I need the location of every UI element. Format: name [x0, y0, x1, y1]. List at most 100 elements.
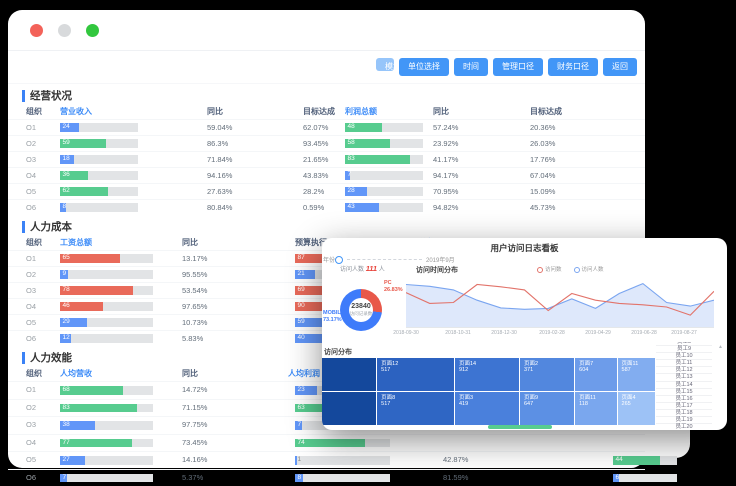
timeline-slider-value: 2019年9月: [426, 255, 455, 264]
column-header: 同比: [207, 104, 223, 119]
metric-bar: 78: [60, 286, 153, 295]
pct-value: 21.65%: [303, 152, 328, 167]
column-header: 目标达成: [530, 104, 562, 119]
scrollbar-thumb[interactable]: [488, 425, 552, 429]
bar-value: 65: [63, 254, 70, 263]
pct-value: 43.83%: [303, 168, 328, 183]
bar-value: 40: [298, 334, 305, 343]
time-button[interactable]: 时间: [454, 58, 488, 76]
org-label: O6: [26, 200, 36, 215]
minimize-button[interactable]: [58, 24, 71, 37]
scroll-up-icon[interactable]: ▲: [718, 344, 723, 350]
metric-bar: 29: [60, 318, 153, 327]
org-label: O4: [26, 435, 36, 452]
employee-item[interactable]: 员工18: [656, 410, 712, 417]
donut-total: 23840: [351, 303, 370, 310]
employee-item[interactable]: 员工20: [656, 424, 712, 430]
management-caliber-button[interactable]: 管理口径: [493, 58, 543, 76]
legend-item-访问人数[interactable]: 访问人数: [574, 265, 604, 273]
bar-value: 7: [348, 171, 352, 180]
donut-center: 23840 访问记录数: [340, 289, 382, 331]
employee-item[interactable]: 员工17: [656, 403, 712, 410]
back-button[interactable]: 返回: [603, 58, 637, 76]
bar-value: 68: [63, 386, 70, 395]
timeline-slider-knob[interactable]: [335, 256, 343, 264]
bar-value: 87: [298, 254, 305, 263]
bar-value: 28: [348, 187, 355, 196]
bar-value: 12: [63, 334, 70, 343]
column-header-link[interactable]: 营业收入: [60, 104, 92, 119]
metric-bar: 24: [60, 123, 138, 132]
org-label: O2: [26, 136, 36, 151]
column-header-link[interactable]: 利润总额: [345, 104, 377, 119]
column-header: 组织: [26, 366, 42, 381]
pct-value: 73.45%: [182, 435, 207, 452]
close-button[interactable]: [30, 24, 43, 37]
metric-bar: 8: [295, 474, 390, 483]
module-select-button[interactable]: 模块选择: [376, 58, 394, 71]
heatmap-cell[interactable]: [322, 392, 376, 425]
bar-value: 24: [63, 123, 70, 132]
bar-value: 83: [63, 404, 70, 413]
section-title: 经营状况: [22, 90, 645, 102]
metric-bar: 12: [60, 334, 153, 343]
bar-value: 83: [348, 155, 355, 164]
bar-value: 59: [63, 139, 70, 148]
x-tick-label: 2018-09-30: [393, 330, 419, 336]
employee-item[interactable]: 员工15: [656, 389, 712, 396]
pct-value: 70.95%: [433, 184, 458, 199]
pct-value: 95.55%: [182, 267, 207, 282]
org-label: O4: [26, 299, 36, 314]
metric-bar: 58: [345, 139, 423, 148]
column-header-link[interactable]: 人均利润: [288, 366, 320, 381]
employee-item[interactable]: 员工13: [656, 374, 712, 381]
unit-select-button[interactable]: 单位选择: [399, 58, 449, 76]
bar-value: 46: [63, 302, 70, 311]
column-header: 同比: [182, 366, 198, 381]
metric-bar: 36: [60, 171, 138, 180]
bar-value: 90: [298, 302, 305, 311]
x-tick-label: 2019-06-28: [631, 330, 657, 336]
maximize-button[interactable]: [86, 24, 99, 37]
access-time-line-chart[interactable]: [406, 275, 714, 328]
timeline-slider-track[interactable]: [347, 259, 422, 260]
pct-value: 57.24%: [433, 120, 458, 135]
x-tick-label: 2018-10-31: [445, 330, 471, 336]
donut-total-label: 访问记录数: [350, 311, 373, 317]
column-header-link[interactable]: 人均营收: [60, 366, 92, 381]
bar-value: 58: [348, 139, 355, 148]
finance-caliber-button[interactable]: 财务口径: [548, 58, 598, 76]
heatmap-cell[interactable]: [322, 358, 376, 391]
user-access-log-panel: 用户访问日志看板 年份 2019年9月 访问人数 111 人 23840 访问记…: [322, 238, 727, 430]
metric-bar: 9: [60, 270, 153, 279]
pct-value: 26.03%: [530, 136, 555, 151]
org-label: O6: [26, 470, 36, 486]
column-header: 同比: [433, 104, 449, 119]
employee-item[interactable]: 员工16: [656, 396, 712, 403]
org-label: O1: [26, 120, 36, 135]
legend-item-访问数[interactable]: 访问数: [537, 265, 562, 273]
employee-item[interactable]: 员工14: [656, 382, 712, 389]
bar-value: 6: [616, 474, 620, 483]
bar-value: 43: [348, 203, 355, 212]
bar-value: 8: [298, 474, 302, 483]
org-label: O3: [26, 152, 36, 167]
org-label: O3: [26, 417, 36, 434]
table-header-row: 组织营业收入同比目标达成利润总额同比目标达成: [8, 104, 645, 119]
column-header-link[interactable]: 工资总额: [60, 235, 92, 250]
